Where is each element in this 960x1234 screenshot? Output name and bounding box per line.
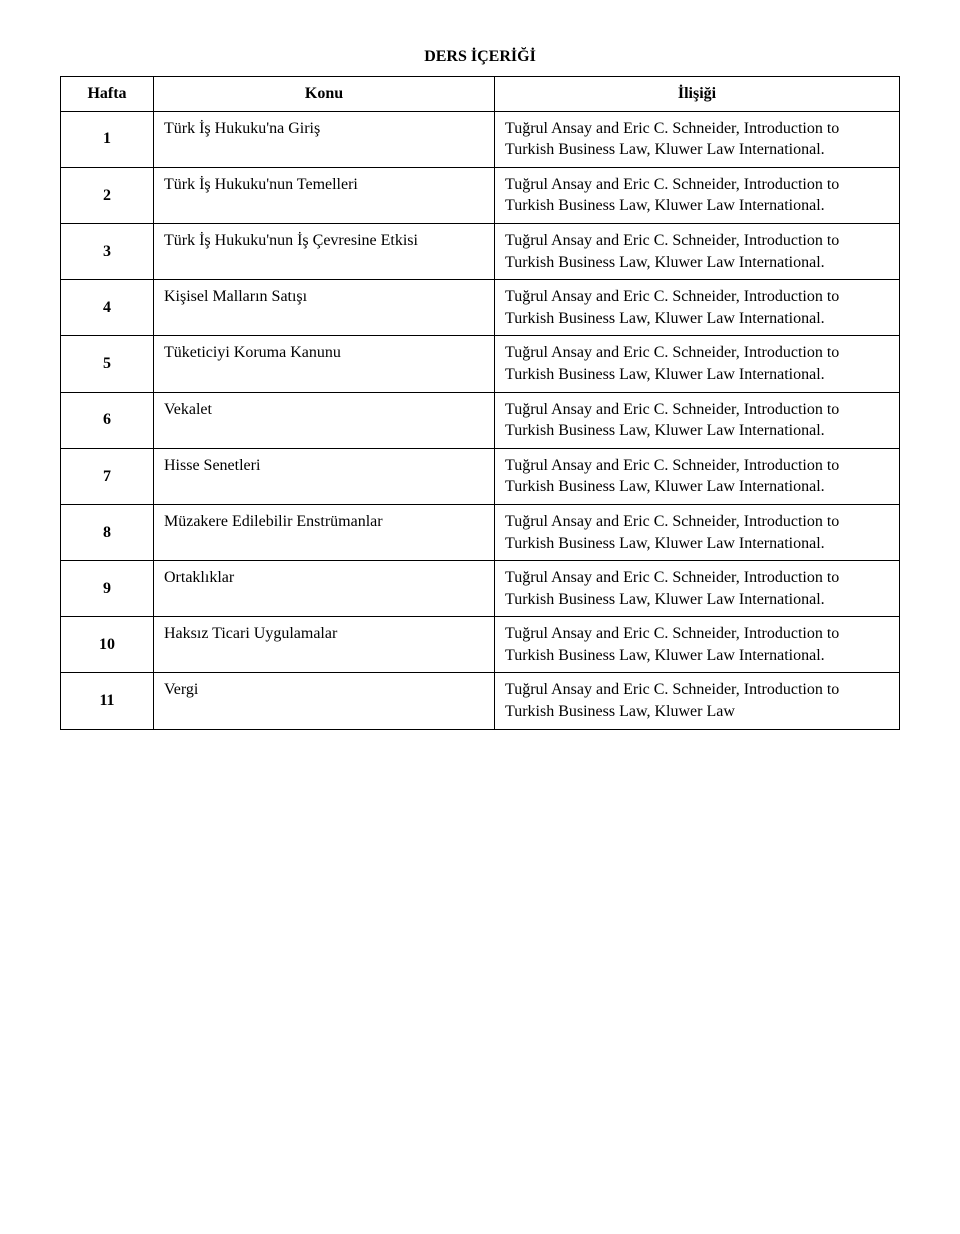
cell-week: 5: [61, 336, 154, 392]
table-header-row: Hafta Konu İlişiği: [61, 77, 900, 112]
table-row: 10 Haksız Ticari Uygulamalar Tuğrul Ansa…: [61, 617, 900, 673]
cell-week: 7: [61, 448, 154, 504]
cell-relation: Tuğrul Ansay and Eric C. Schneider, Intr…: [495, 561, 900, 617]
cell-relation: Tuğrul Ansay and Eric C. Schneider, Intr…: [495, 167, 900, 223]
table-row: 9 Ortaklıklar Tuğrul Ansay and Eric C. S…: [61, 561, 900, 617]
cell-relation: Tuğrul Ansay and Eric C. Schneider, Intr…: [495, 504, 900, 560]
header-topic: Konu: [154, 77, 495, 112]
cell-topic: Tüketiciyi Koruma Kanunu: [154, 336, 495, 392]
cell-topic: Kişisel Malların Satışı: [154, 280, 495, 336]
cell-week: 2: [61, 167, 154, 223]
cell-week: 11: [61, 673, 154, 729]
table-row: 1 Türk İş Hukuku'na Giriş Tuğrul Ansay a…: [61, 111, 900, 167]
page-title: DERS İÇERİĞİ: [60, 48, 900, 66]
table-row: 5 Tüketiciyi Koruma Kanunu Tuğrul Ansay …: [61, 336, 900, 392]
table-row: 2 Türk İş Hukuku'nun Temelleri Tuğrul An…: [61, 167, 900, 223]
cell-topic: Hisse Senetleri: [154, 448, 495, 504]
cell-topic: Vekalet: [154, 392, 495, 448]
course-content-table: Hafta Konu İlişiği 1 Türk İş Hukuku'na G…: [60, 76, 900, 730]
cell-relation: Tuğrul Ansay and Eric C. Schneider, Intr…: [495, 448, 900, 504]
table-row: 3 Türk İş Hukuku'nun İş Çevresine Etkisi…: [61, 223, 900, 279]
cell-relation: Tuğrul Ansay and Eric C. Schneider, Intr…: [495, 111, 900, 167]
cell-topic: Türk İş Hukuku'nun İş Çevresine Etkisi: [154, 223, 495, 279]
cell-week: 9: [61, 561, 154, 617]
cell-relation: Tuğrul Ansay and Eric C. Schneider, Intr…: [495, 280, 900, 336]
cell-relation: Tuğrul Ansay and Eric C. Schneider, Intr…: [495, 336, 900, 392]
cell-topic: Müzakere Edilebilir Enstrümanlar: [154, 504, 495, 560]
cell-topic: Vergi: [154, 673, 495, 729]
cell-relation: Tuğrul Ansay and Eric C. Schneider, Intr…: [495, 392, 900, 448]
cell-week: 8: [61, 504, 154, 560]
cell-relation: Tuğrul Ansay and Eric C. Schneider, Intr…: [495, 673, 900, 729]
cell-topic: Türk İş Hukuku'na Giriş: [154, 111, 495, 167]
cell-relation: Tuğrul Ansay and Eric C. Schneider, Intr…: [495, 617, 900, 673]
cell-week: 10: [61, 617, 154, 673]
table-row: 7 Hisse Senetleri Tuğrul Ansay and Eric …: [61, 448, 900, 504]
header-week: Hafta: [61, 77, 154, 112]
table-row: 8 Müzakere Edilebilir Enstrümanlar Tuğru…: [61, 504, 900, 560]
table-row: 11 Vergi Tuğrul Ansay and Eric C. Schnei…: [61, 673, 900, 729]
cell-week: 3: [61, 223, 154, 279]
cell-topic: Haksız Ticari Uygulamalar: [154, 617, 495, 673]
cell-topic: Türk İş Hukuku'nun Temelleri: [154, 167, 495, 223]
table-body: 1 Türk İş Hukuku'na Giriş Tuğrul Ansay a…: [61, 111, 900, 729]
cell-relation: Tuğrul Ansay and Eric C. Schneider, Intr…: [495, 223, 900, 279]
cell-week: 6: [61, 392, 154, 448]
cell-topic: Ortaklıklar: [154, 561, 495, 617]
table-row: 6 Vekalet Tuğrul Ansay and Eric C. Schne…: [61, 392, 900, 448]
header-relation: İlişiği: [495, 77, 900, 112]
table-row: 4 Kişisel Malların Satışı Tuğrul Ansay a…: [61, 280, 900, 336]
cell-week: 1: [61, 111, 154, 167]
cell-week: 4: [61, 280, 154, 336]
